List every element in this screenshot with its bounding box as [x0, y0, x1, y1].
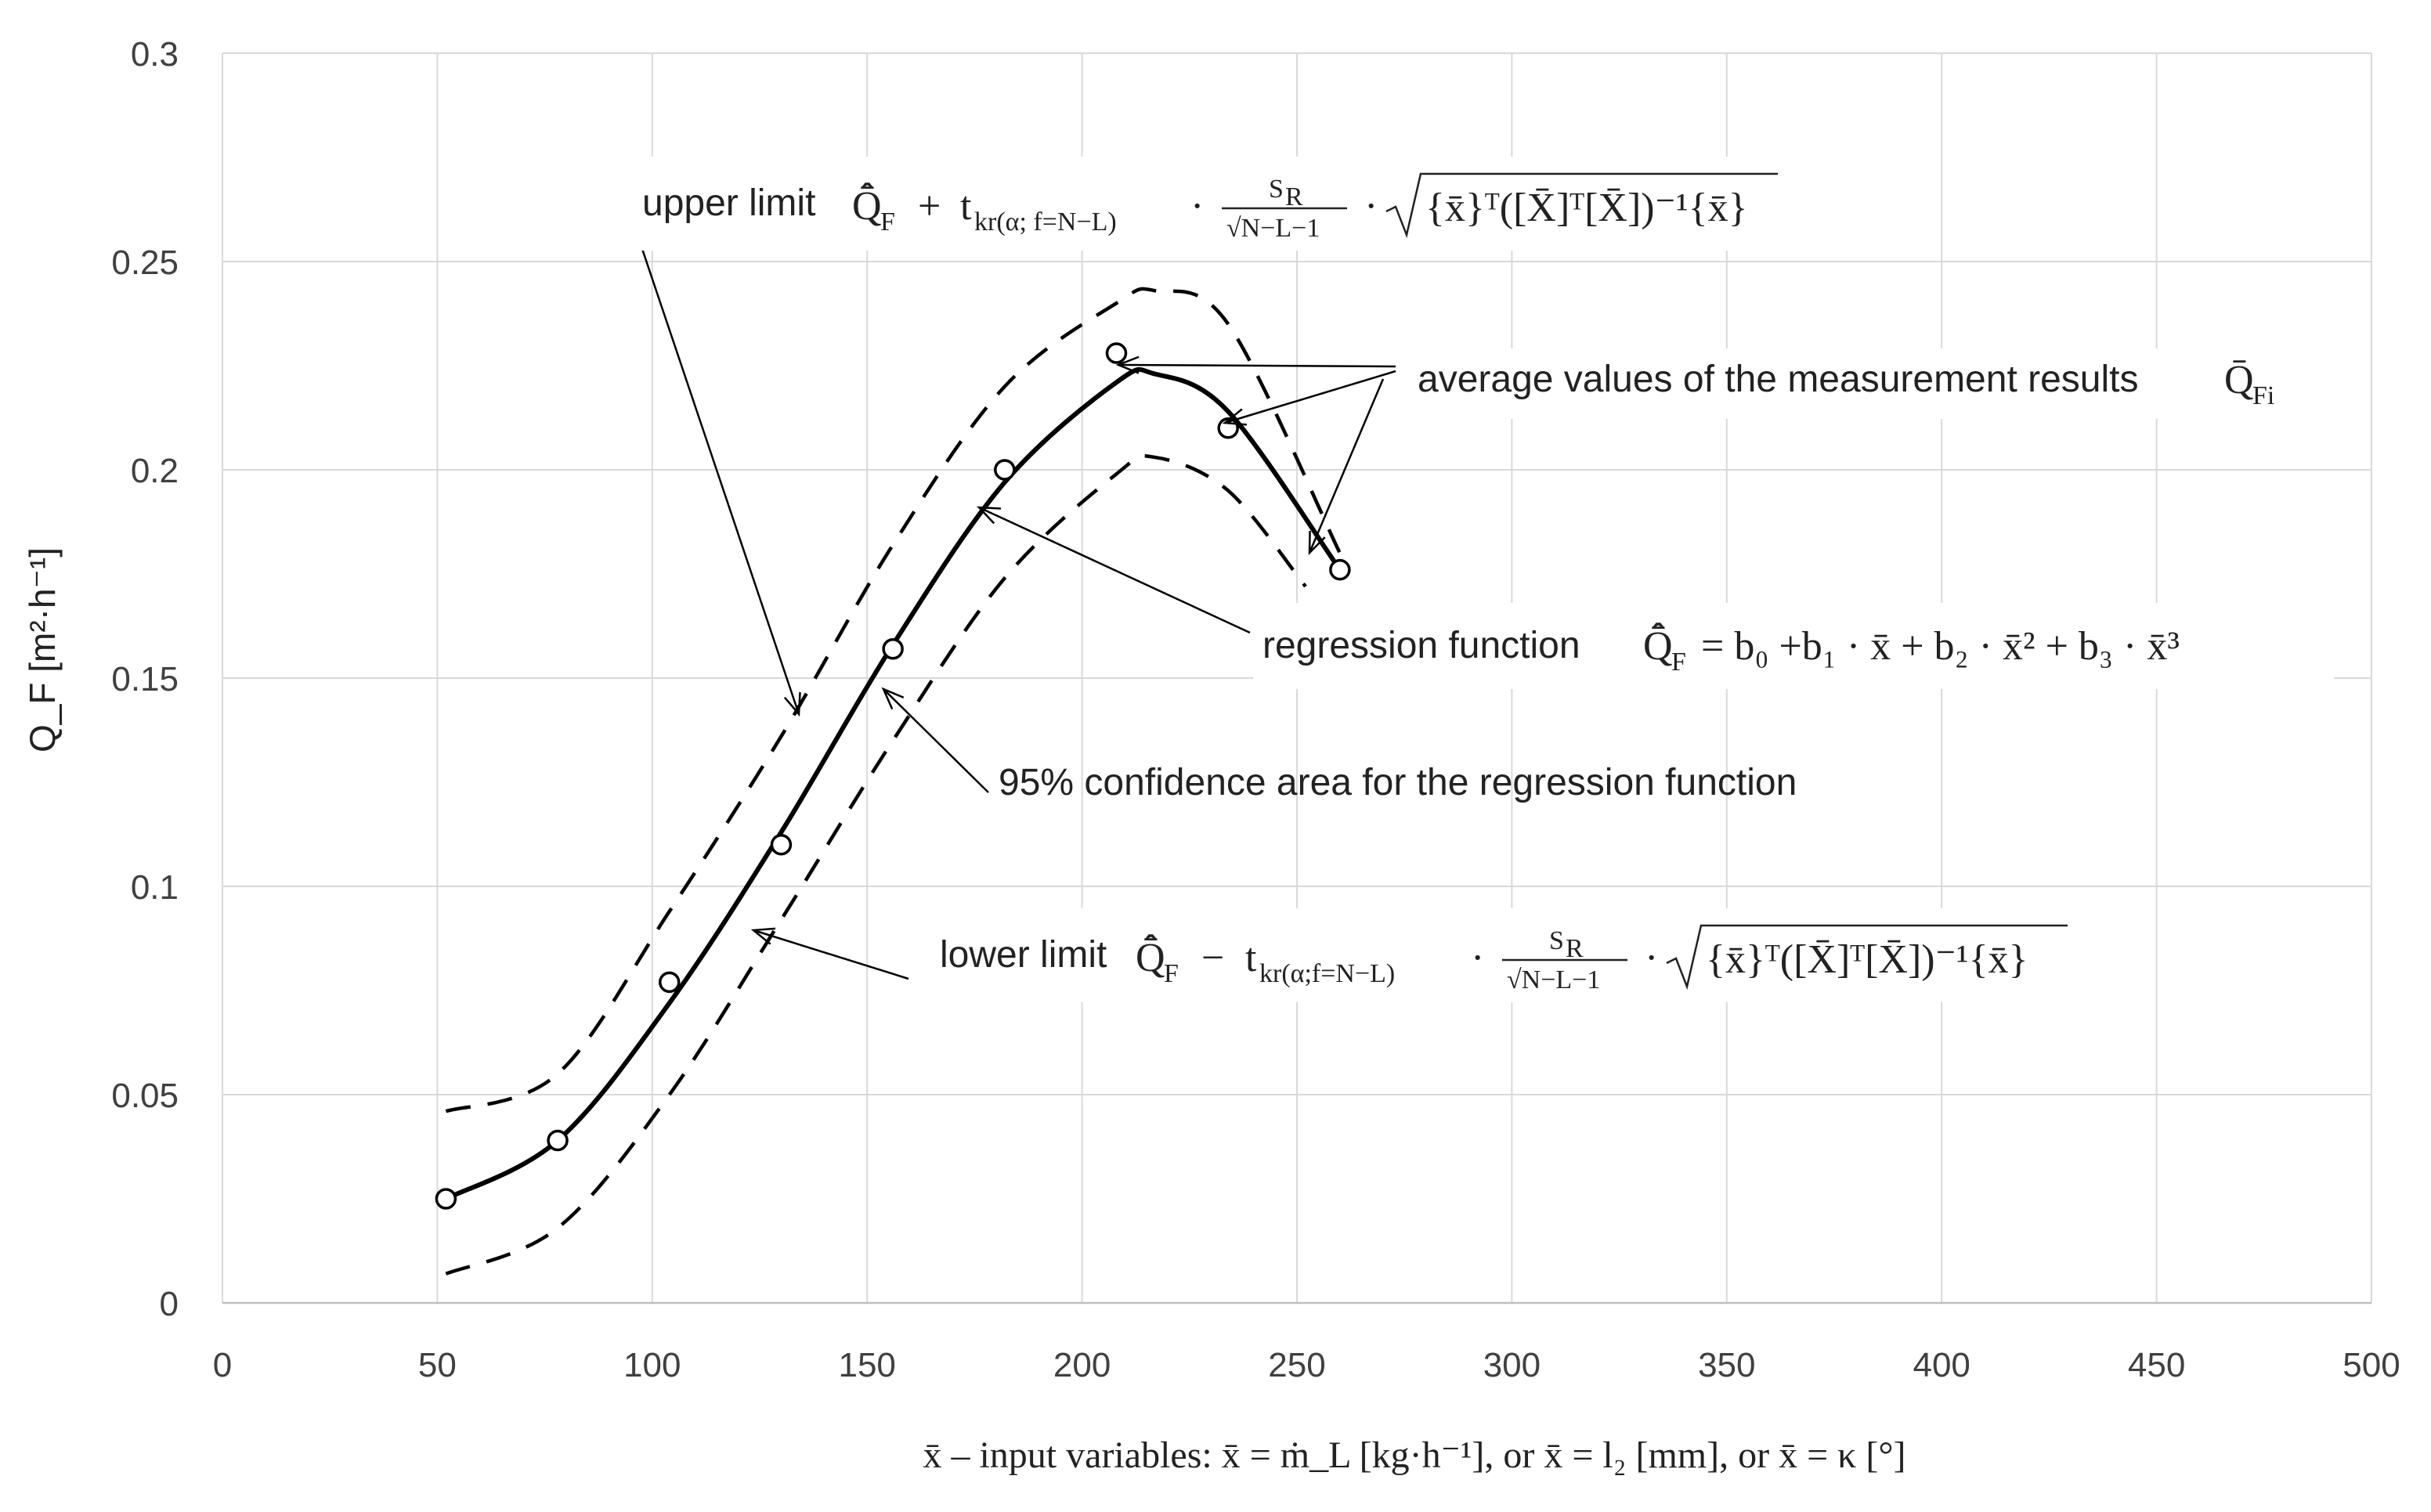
- upper-sr: S: [1269, 175, 1284, 204]
- confidence-arrow: [881, 687, 989, 793]
- lower-limit-label: lower limit: [940, 934, 1107, 976]
- lower-dot-1: ·: [1471, 936, 1484, 980]
- upper-limit-line: [445, 287, 1342, 1113]
- data-points: [435, 342, 1351, 1210]
- data-point: [994, 459, 1016, 481]
- upper-q-hat: Q̄̂: [852, 182, 882, 229]
- x-tick-label: 250: [1268, 1346, 1325, 1384]
- y-tick-label: 0.15: [111, 660, 179, 698]
- data-point: [882, 638, 904, 660]
- lower-sqrt-body: {x̄}ᵀ([X̄]ᵀ[X̄])⁻¹{x̄}: [1706, 937, 2028, 982]
- confidence-annotation: 95% confidence area for the regression f…: [999, 762, 1797, 803]
- lower-limit-line: [445, 454, 1307, 1276]
- regression-label-bg: [1253, 603, 2334, 689]
- upper-sr-sub: R: [1285, 182, 1303, 211]
- upper-plus: +: [918, 184, 941, 229]
- average-values-label: average values of the measurement result…: [1418, 359, 2138, 400]
- lower-sr: S: [1549, 926, 1564, 955]
- regression-function-line: [444, 366, 1342, 1201]
- lower-limit-arrow: [750, 927, 909, 980]
- lower-q-hat: Q̄̂: [1136, 934, 1165, 980]
- regression-rhs: = b₀ +b₁ · x̄ + b₂ · x̄² + b₃ · x̄³: [1701, 624, 2180, 669]
- y-axis-label: Q_F [m²·h⁻¹]: [22, 547, 63, 752]
- data-point: [435, 1188, 457, 1210]
- lower-sqrt-sign: [1666, 924, 2068, 991]
- x-tick-label: 50: [418, 1346, 457, 1384]
- x-tick-label: 400: [1913, 1346, 1970, 1384]
- regression-arrow: [976, 506, 1251, 634]
- upper-t-sub: kr(α; f=N−L): [974, 207, 1117, 236]
- x-tick-label: 100: [623, 1346, 681, 1384]
- x-tick-label: 0: [213, 1346, 232, 1384]
- data-point: [1105, 342, 1128, 364]
- x-tick-label: 300: [1483, 1346, 1541, 1384]
- y-tick-label: 0.05: [111, 1077, 179, 1115]
- upper-limit-label-bg: [627, 157, 1786, 251]
- upper-denominator: √N−L−1: [1226, 214, 1320, 243]
- upper-sqrt-sign: [1385, 172, 1778, 239]
- upper-dot-1: ·: [1190, 184, 1204, 229]
- upper-dot-2: ·: [1364, 184, 1378, 229]
- x-tick-labels: 0 50 100 150 200 250 300 350 400 450 500: [213, 1346, 2400, 1384]
- x-axis-label: x̄ – input variables: x̄ = ṁ_L [kg·h⁻¹],…: [923, 1434, 1905, 1476]
- average-label-bg: [1410, 348, 2303, 419]
- lower-t-sub: kr(α;f=N−L): [1259, 959, 1395, 988]
- lower-limit-label-bg: [924, 908, 2083, 1002]
- y-tick-label: 0.2: [131, 452, 179, 490]
- average-q-bar: Q̄: [2224, 358, 2254, 402]
- average-q-sub: Fi: [2252, 381, 2274, 410]
- upper-limit-annotation: upper limit Q̄̂ F + t kr(α; f=N−L) · S R…: [627, 157, 1786, 251]
- series-lines: [444, 287, 1342, 1276]
- upper-q-sub: F: [880, 207, 895, 236]
- upper-sqrt-body: {x̄}ᵀ([X̄]ᵀ[X̄])⁻¹{x̄}: [1425, 186, 1748, 230]
- average-values-annotation: average values of the measurement result…: [1410, 348, 2303, 419]
- x-tick-label: 350: [1698, 1346, 1755, 1384]
- average-arrow-1: [1115, 355, 1396, 374]
- upper-t: t: [960, 184, 972, 229]
- upper-limit-arrow: [639, 244, 801, 717]
- lower-sr-sub: R: [1566, 934, 1584, 963]
- data-point: [1329, 558, 1351, 581]
- regression-annotation: regression function Q̄̂ F = b₀ +b₁ · x̄ …: [1253, 603, 2334, 689]
- x-tick-label: 200: [1053, 1346, 1111, 1384]
- x-tick-label: 450: [2128, 1346, 2185, 1384]
- average-arrow-2: [1222, 370, 1396, 426]
- average-arrow-3: [1308, 378, 1385, 556]
- y-tick-label: 0.25: [111, 244, 179, 282]
- y-tick-labels: 0 0.05 0.1 0.15 0.2 0.25 0.3: [111, 35, 179, 1323]
- regression-function-label: regression function: [1262, 625, 1580, 666]
- regression-q-hat: Q̄̂: [1643, 622, 1673, 669]
- x-tick-label: 150: [838, 1346, 895, 1384]
- y-tick-label: 0.1: [131, 868, 179, 907]
- regression-q-sub: F: [1671, 648, 1686, 677]
- y-tick-label: 0: [160, 1285, 179, 1323]
- data-point: [659, 971, 681, 994]
- lower-denominator: √N−L−1: [1507, 965, 1600, 994]
- lower-limit-annotation: lower limit Q̄̂ F − t kr(α;f=N−L) · S R …: [924, 908, 2083, 1002]
- y-tick-label: 0.3: [131, 35, 179, 74]
- confidence-area-label: 95% confidence area for the regression f…: [999, 762, 1797, 803]
- lower-q-sub: F: [1164, 959, 1179, 988]
- annotation-arrows: [639, 244, 1396, 980]
- lower-minus: −: [1201, 936, 1224, 980]
- lower-t: t: [1245, 936, 1257, 980]
- x-tick-label: 500: [2343, 1346, 2400, 1384]
- data-point: [770, 834, 793, 856]
- lower-dot-2: ·: [1645, 936, 1658, 980]
- upper-limit-label: upper limit: [642, 182, 815, 224]
- data-point: [547, 1129, 569, 1152]
